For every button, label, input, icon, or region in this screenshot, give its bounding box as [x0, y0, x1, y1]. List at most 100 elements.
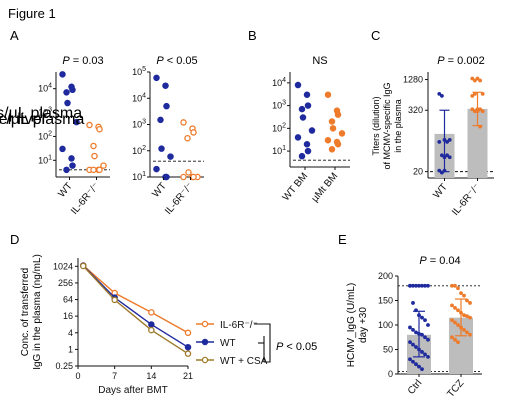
- axis-label-line: Conc. of transferred: [20, 268, 31, 356]
- panel-letter-a: A: [10, 28, 19, 43]
- axis-label-line: of MCMV-specific IgG: [382, 82, 392, 169]
- data-point: [111, 296, 118, 304]
- data-point: [468, 315, 472, 320]
- data-point: [162, 82, 169, 89]
- y-tick-label: 105: [132, 66, 146, 77]
- x-tick-label: WT: [150, 181, 168, 200]
- data-point: [153, 74, 160, 82]
- data-point: [180, 173, 187, 181]
- data-point: [450, 318, 454, 322]
- data-point: [328, 146, 336, 153]
- data-point: [447, 155, 452, 160]
- data-point: [473, 78, 477, 83]
- data-point: [411, 301, 415, 305]
- x-tick-label: WT: [56, 181, 74, 200]
- data-point: [408, 340, 412, 345]
- y-tick-label: 1: [68, 344, 73, 354]
- data-point: [334, 111, 342, 118]
- data-point: [408, 325, 412, 330]
- p-value-label: P = 0.002: [437, 55, 484, 67]
- legend-marker: [201, 356, 209, 364]
- x-tick-label: Ctrl: [406, 378, 424, 397]
- data-point: [420, 315, 424, 320]
- data-point: [411, 359, 415, 364]
- y-tick-label: 101: [132, 171, 146, 182]
- x-tick-label: 21: [183, 371, 193, 381]
- data-point: [417, 283, 421, 288]
- data-point: [303, 91, 311, 98]
- y-axis-label: CMV copies /µL plasma: [0, 111, 84, 128]
- data-point: [445, 140, 449, 144]
- data-point: [73, 118, 80, 126]
- axis-label-line: PFU per liver: [0, 111, 47, 128]
- data-point: [158, 145, 165, 152]
- data-point: [148, 321, 155, 328]
- p-value-label: NS: [312, 55, 327, 67]
- data-point: [450, 335, 454, 340]
- data-point: [69, 162, 76, 169]
- data-point: [445, 153, 449, 158]
- data-point: [184, 343, 192, 351]
- data-point: [470, 93, 475, 98]
- panel-letter-b: B: [248, 28, 257, 43]
- data-point: [64, 99, 71, 107]
- legend-label: IL-6R⁻/⁻: [220, 320, 258, 331]
- data-point: [163, 102, 170, 110]
- data-point: [303, 141, 311, 148]
- panel-letter-d: D: [10, 232, 19, 247]
- data-point: [148, 326, 155, 334]
- axis-label-line: IgG in the plasma (ng/mL): [32, 254, 43, 370]
- data-point: [465, 314, 469, 319]
- figure-title: Figure 1: [8, 6, 56, 21]
- data-point: [329, 125, 337, 132]
- data-point: [91, 152, 98, 160]
- legend-marker: [201, 338, 209, 346]
- y-tick-label: 101: [272, 145, 286, 156]
- data-point: [100, 162, 107, 169]
- y-tick-label: 1024: [53, 261, 73, 271]
- x-tick-label: IL-6R⁻/⁻: [69, 181, 102, 217]
- data-point: [453, 305, 457, 310]
- y-tick-label: 4: [68, 328, 73, 338]
- data-point: [184, 329, 192, 337]
- data-point: [324, 136, 332, 144]
- data-point: [437, 168, 442, 173]
- data-point: [426, 283, 430, 288]
- y-axis-label: HCMV_IgG (U/mL) day +30: [346, 283, 369, 367]
- data-point: [453, 320, 457, 325]
- data-point: [184, 134, 191, 142]
- data-point: [411, 283, 415, 288]
- y-tick-label: 200: [378, 271, 393, 281]
- y-tick-label: 20: [413, 167, 423, 177]
- series-line: [82, 265, 189, 348]
- y-tick-label: 103: [272, 100, 286, 111]
- data-point: [304, 102, 312, 109]
- y-axis-label: Titers (dilution) of MCMV-specific IgG in …: [371, 82, 403, 169]
- data-point: [442, 168, 447, 173]
- data-point: [90, 142, 97, 150]
- data-point: [414, 362, 418, 367]
- data-point: [411, 328, 415, 332]
- x-tick-label: IL-6R⁻/⁻: [163, 181, 196, 217]
- data-point: [334, 141, 342, 148]
- data-point: [465, 330, 469, 335]
- y-tick-label: 256: [58, 278, 73, 288]
- data-point: [180, 119, 187, 126]
- data-point: [440, 170, 444, 175]
- data-point: [298, 105, 306, 113]
- data-point: [420, 367, 424, 371]
- data-point: [59, 145, 66, 153]
- data-point: [420, 350, 424, 354]
- data-point: [96, 166, 103, 174]
- y-axis-label: Conc. of transferred IgG in the plasma (n…: [20, 254, 43, 370]
- axis-label-line: Titers (dilution): [371, 96, 381, 155]
- data-point: [411, 342, 415, 347]
- series-line: [82, 265, 189, 355]
- data-point: [456, 308, 460, 313]
- data-point: [459, 291, 463, 296]
- axis-label-line: in the plasma: [393, 99, 403, 153]
- x-tick-label: 0: [75, 371, 80, 381]
- data-point: [423, 318, 427, 322]
